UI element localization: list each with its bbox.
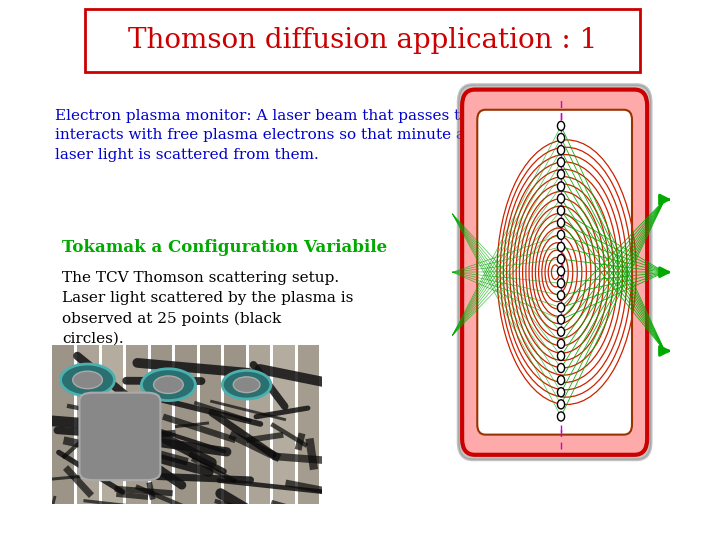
Circle shape: [557, 254, 564, 264]
Circle shape: [557, 315, 564, 324]
Circle shape: [557, 243, 564, 252]
Circle shape: [557, 230, 564, 239]
Circle shape: [60, 364, 114, 396]
Bar: [85, 9, 640, 72]
Bar: [52, 345, 74, 504]
Bar: [298, 345, 319, 504]
FancyBboxPatch shape: [458, 85, 651, 460]
Circle shape: [557, 412, 564, 421]
Circle shape: [557, 146, 564, 155]
Circle shape: [233, 377, 260, 392]
Bar: [273, 345, 295, 504]
Circle shape: [557, 170, 564, 179]
Bar: [150, 345, 172, 504]
Circle shape: [557, 400, 564, 409]
Bar: [175, 345, 196, 504]
Circle shape: [557, 182, 564, 191]
Bar: [249, 345, 270, 504]
Circle shape: [557, 158, 564, 167]
FancyBboxPatch shape: [477, 110, 632, 434]
Circle shape: [557, 134, 564, 142]
Bar: [77, 345, 99, 504]
Text: Tokamak a Configuration Variabile: Tokamak a Configuration Variabile: [62, 239, 387, 256]
Circle shape: [142, 369, 196, 400]
Circle shape: [557, 194, 564, 203]
Text: Electron plasma monitor: A laser beam that passes through plasma
interacts with : Electron plasma monitor: A laser beam th…: [55, 109, 576, 162]
Circle shape: [557, 303, 564, 312]
Circle shape: [557, 339, 564, 348]
FancyBboxPatch shape: [79, 392, 160, 480]
Circle shape: [557, 291, 564, 300]
Circle shape: [557, 327, 564, 336]
Circle shape: [73, 371, 102, 389]
Circle shape: [557, 206, 564, 215]
Bar: [224, 345, 246, 504]
Bar: [126, 345, 147, 504]
Circle shape: [222, 370, 271, 399]
Circle shape: [557, 388, 564, 397]
Text: Thomson diffusion application : 1: Thomson diffusion application : 1: [128, 27, 597, 54]
Circle shape: [557, 218, 564, 227]
Bar: [322, 345, 344, 504]
Text: The TCV Thomson scattering setup.
Laser light scattered by the plasma is
observe: The TCV Thomson scattering setup. Laser …: [62, 271, 353, 345]
Circle shape: [557, 279, 564, 288]
Circle shape: [557, 121, 564, 130]
Circle shape: [557, 267, 564, 276]
Circle shape: [557, 376, 564, 385]
Circle shape: [557, 351, 564, 361]
Circle shape: [154, 376, 183, 393]
Bar: [200, 345, 221, 504]
FancyBboxPatch shape: [462, 89, 647, 455]
Circle shape: [557, 363, 564, 372]
Bar: [101, 345, 123, 504]
